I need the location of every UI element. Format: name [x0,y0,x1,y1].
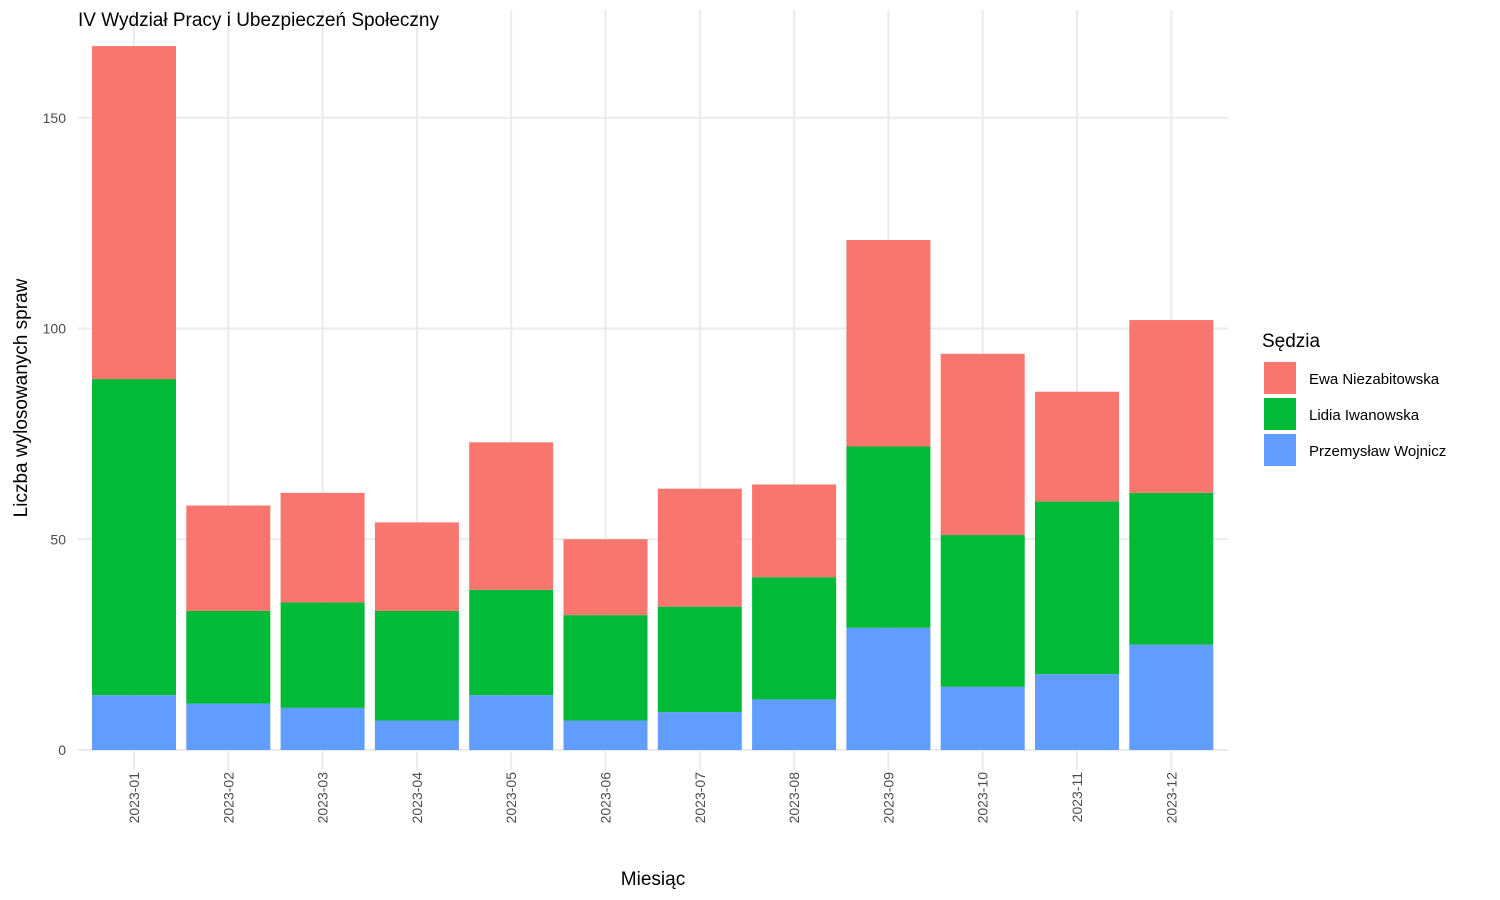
legend-key [1264,362,1296,394]
legend-title: Sędzia [1262,331,1321,352]
chart-title: IV Wydział Pracy i Ubezpieczeń Społeczny [78,10,439,31]
x-tick-label: 2023-05 [503,772,519,824]
bar-segment [752,699,837,750]
x-tick-label: 2023-06 [598,772,614,824]
bar-segment [752,577,837,700]
legend-key [1264,434,1296,466]
bar-segment [563,615,648,721]
bar-segment [469,695,554,750]
x-tick-label: 2023-07 [692,772,708,824]
bar-segment [1129,320,1214,493]
y-tick-label: 50 [50,531,66,547]
bar-segment [280,492,365,603]
bar-segment [280,602,365,708]
bar-segment [469,589,554,696]
y-tick-label: 0 [58,742,66,758]
bar-segment [657,606,742,713]
bar-segment [1035,391,1119,502]
legend-key [1264,398,1296,430]
bar-segment [186,703,271,750]
bar-segment [186,610,271,704]
bar-segment [1129,644,1214,750]
x-tick-label: 2023-02 [220,772,236,824]
x-tick-label: 2023-11 [1069,772,1085,823]
bar-segment [563,539,648,616]
legend-items: Ewa Niezabitowska Lidia Iwanowska Przemysł… [1264,362,1446,466]
bars [92,46,1214,750]
legend-label: Lidia Iwanowska [1309,407,1420,424]
bar-segment [280,707,365,750]
bar-segment [657,712,742,750]
x-axis-ticks: 2023-01 2023-02 2023-03 2023-04 2023-05 2023-… [126,772,1179,824]
bar-segment [374,522,459,611]
bar-segment [92,379,176,696]
bar-segment [374,610,459,721]
bar-segment [563,720,648,750]
bar-segment [846,627,931,750]
bar-segment [469,442,554,590]
bar-segment [940,686,1025,750]
x-tick-label: 2023-12 [1163,772,1179,824]
legend-label: Ewa Niezabitowska [1309,371,1440,388]
y-axis-title: Liczba wylosowanych spraw [11,278,32,517]
y-tick-label: 150 [43,110,67,126]
bar-segment [940,353,1025,536]
bar-segment [186,505,271,611]
bar-segment [374,720,459,750]
x-tick-label: 2023-03 [315,772,331,824]
bar-segment [846,446,931,628]
bar-segment [940,535,1025,687]
legend: Sędzia Ewa Niezabitowska Lidia Iwanowska P… [1262,331,1446,466]
x-tick-label: 2023-10 [975,772,991,824]
bar-segment [752,484,837,578]
bar-segment [92,46,176,380]
x-tick-label: 2023-04 [409,772,425,824]
bar-segment [846,239,931,447]
bar-segment [1035,501,1119,675]
bar-segment [657,488,742,607]
x-tick-label: 2023-09 [880,772,896,824]
y-tick-label: 100 [43,321,67,337]
y-axis-ticks: 0 50 100 150 [43,110,67,758]
bar-segment [1035,674,1119,750]
bar-segment [92,695,176,750]
x-tick-label: 2023-08 [786,772,802,824]
x-axis-title: Miesiąc [621,869,685,890]
bar-segment [1129,492,1214,645]
legend-label: Przemysław Wojnicz [1309,443,1446,460]
x-tick-label: 2023-01 [126,772,142,824]
